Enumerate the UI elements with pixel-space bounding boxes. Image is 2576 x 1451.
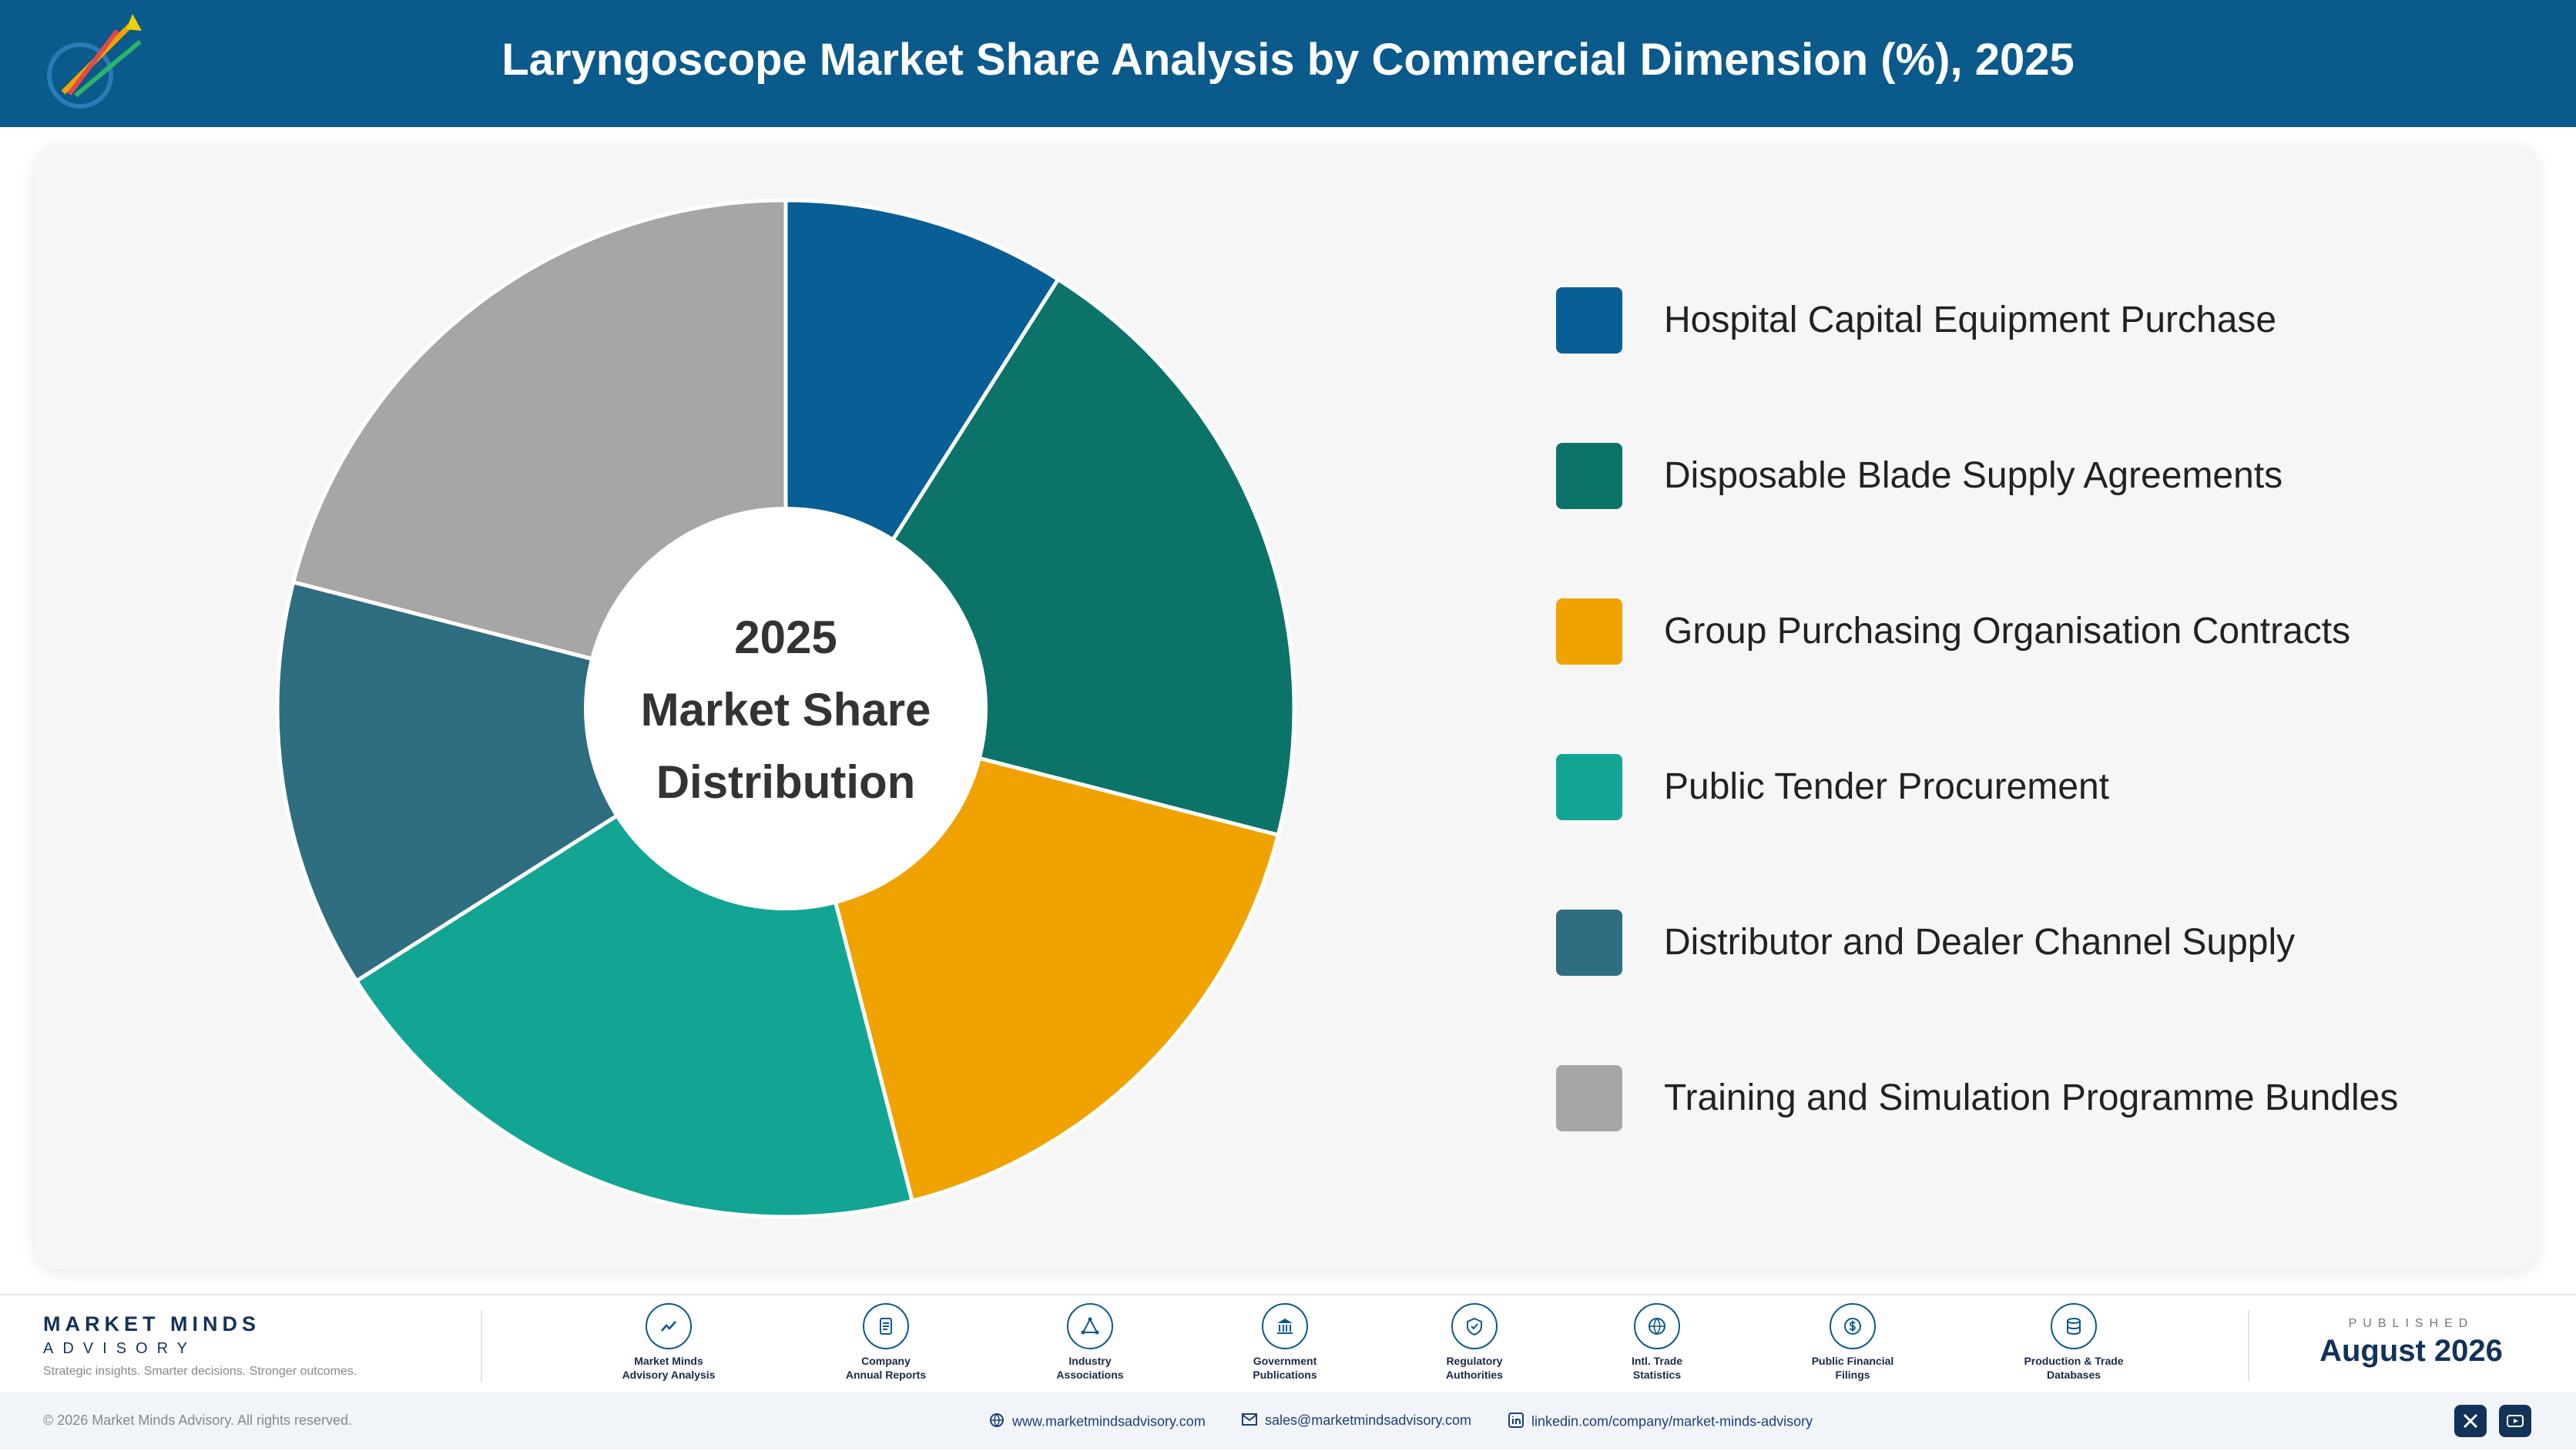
source-label: Government Publications	[1253, 1355, 1317, 1381]
youtube-social-button[interactable]	[2499, 1405, 2531, 1437]
legend-swatch-3	[1556, 598, 1622, 665]
x-social-button[interactable]	[2454, 1405, 2487, 1437]
source-item: Industry Associations	[998, 1303, 1182, 1382]
donut-hole	[584, 507, 988, 910]
globe-icon	[1634, 1303, 1680, 1349]
source-label: Intl. Trade Statistics	[1631, 1355, 1683, 1381]
source-item: Company Annual Reports	[793, 1303, 978, 1382]
center-label-line-3: Distribution	[656, 756, 916, 808]
published-label: PUBLISHED	[2348, 1317, 2474, 1330]
legend-label-3: Group Purchasing Organisation Contracts	[1664, 611, 2351, 652]
database-icon	[2051, 1303, 2097, 1349]
x-icon	[2463, 1413, 2478, 1429]
source-item: Public Financial Filings	[1760, 1303, 1945, 1382]
document-icon	[863, 1303, 909, 1349]
legend-swatch-4	[1556, 754, 1622, 820]
email-link[interactable]: sales@marketmindsadvisory.com	[1242, 1412, 1471, 1429]
legend-label-2: Disposable Blade Supply Agreements	[1664, 455, 2283, 496]
center-label-line-2: Market Share	[641, 684, 931, 736]
copyright-text: © 2026 Market Minds Advisory. All rights…	[43, 1412, 353, 1428]
legend-label-4: Public Tender Procurement	[1664, 766, 2110, 807]
globe-icon	[989, 1412, 1005, 1432]
page-title: Laryngoscope Market Share Analysis by Co…	[501, 35, 2075, 85]
brand-tagline: Strategic insights. Smarter decisions. S…	[43, 1365, 357, 1378]
legend-label-1: Hospital Capital Equipment Purchase	[1664, 300, 2277, 340]
center-label-line-1: 2025	[734, 612, 837, 663]
website-link[interactable]: www.marketmindsadvisory.com	[989, 1412, 1206, 1432]
logo-icon	[47, 14, 142, 109]
source-label: Public Financial Filings	[1811, 1355, 1894, 1381]
source-item: Market Minds Advisory Analysis	[576, 1303, 761, 1382]
source-label: Company Annual Reports	[845, 1355, 927, 1381]
youtube-icon	[2507, 1415, 2524, 1427]
bottom-bar: © 2026 Market Minds Advisory. All rights…	[0, 1392, 2576, 1449]
source-label: Production & Trade Databases	[2024, 1355, 2124, 1381]
divider	[2248, 1311, 2249, 1382]
source-item: Intl. Trade Statistics	[1565, 1303, 1749, 1382]
chart-line-icon	[646, 1303, 692, 1349]
building-icon	[1262, 1303, 1308, 1349]
legend-swatch-2	[1556, 443, 1622, 509]
source-label: Market Minds Advisory Analysis	[622, 1355, 716, 1381]
published-date: August 2026	[2319, 1334, 2503, 1368]
coin-icon	[1830, 1303, 1876, 1349]
legend-swatch-6	[1556, 1065, 1622, 1131]
shield-icon	[1451, 1303, 1498, 1349]
linkedin-link[interactable]: linkedin.com/company/market-minds-adviso…	[1508, 1412, 1813, 1432]
network-icon	[1067, 1303, 1113, 1349]
legend-swatch-5	[1556, 910, 1622, 976]
brand-subtitle: ADVISORY	[43, 1340, 196, 1357]
source-label: Industry Associations	[1056, 1355, 1124, 1381]
source-item: Regulatory Authorities	[1382, 1303, 1567, 1382]
website-text: www.marketmindsadvisory.com	[1012, 1413, 1206, 1429]
mail-icon	[1242, 1412, 1257, 1429]
brand-name: MARKET MINDS	[43, 1312, 260, 1335]
legend-label-5: Distributor and Dealer Channel Supply	[1664, 922, 2296, 963]
divider	[481, 1311, 482, 1382]
source-item: Government Publications	[1192, 1303, 1377, 1382]
source-label: Regulatory Authorities	[1446, 1355, 1503, 1381]
email-text: sales@marketmindsadvisory.com	[1265, 1412, 1472, 1428]
linkedin-icon	[1508, 1412, 1524, 1432]
header-bar: Laryngoscope Market Share Analysis by Co…	[0, 0, 2576, 127]
linkedin-text: linkedin.com/company/market-minds-adviso…	[1531, 1413, 1813, 1429]
source-item: Production & Trade Databases	[1981, 1303, 2166, 1382]
legend-swatch-1	[1556, 287, 1622, 354]
legend-label-6: Training and Simulation Programme Bundle…	[1664, 1077, 2399, 1118]
